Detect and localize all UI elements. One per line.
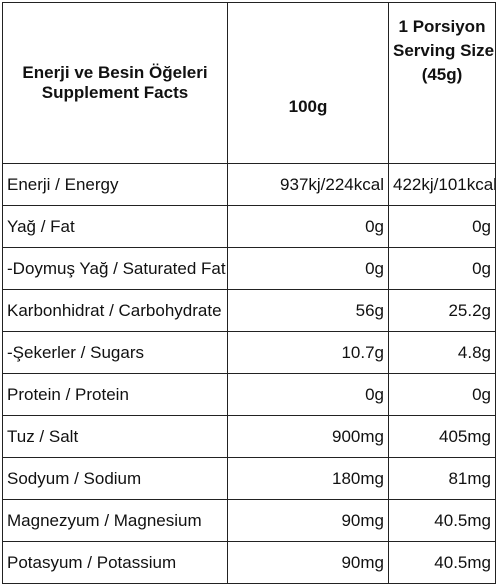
value-per-100g: 900mg [227, 415, 389, 458]
value-per-100g: 0g [227, 373, 389, 416]
table-row: Potasyum / Potassium 90mg 40.5mg [2, 541, 496, 584]
value-per-serving: 0g [388, 205, 496, 248]
header-serving-line3: (45g) [421, 65, 463, 84]
value-per-serving: 81mg [388, 457, 496, 500]
value-per-serving: 25.2g [388, 289, 496, 332]
table-row: Sodyum / Sodium 180mg 81mg [2, 457, 496, 500]
value-per-100g: 90mg [227, 541, 389, 584]
header-name-line1: Enerji ve Besin Öğeleri [22, 63, 208, 82]
nutrient-name: Yağ / Fat [2, 205, 228, 248]
header-nutrient-name: Enerji ve Besin Öğeleri Supplement Facts [2, 2, 228, 164]
value-per-serving: 422kj/101kcal [388, 163, 496, 206]
nutrient-name: Protein / Protein [2, 373, 228, 416]
nutrient-name: Karbonhidrat / Carbohydrate [2, 289, 228, 332]
value-per-100g: 10.7g [227, 331, 389, 374]
value-per-100g: 56g [227, 289, 389, 332]
table-row: Karbonhidrat / Carbohydrate 56g 25.2g [2, 289, 496, 332]
nutrient-name: Magnezyum / Magnesium [2, 499, 228, 542]
value-per-100g: 90mg [227, 499, 389, 542]
table-row: -Şekerler / Sugars 10.7g 4.8g [2, 331, 496, 374]
table-row: Protein / Protein 0g 0g [2, 373, 496, 416]
nutrient-name: Tuz / Salt [2, 415, 228, 458]
value-per-serving: 40.5mg [388, 499, 496, 542]
value-per-serving: 0g [388, 373, 496, 416]
value-per-100g: 180mg [227, 457, 389, 500]
table-header-row: Enerji ve Besin Öğeleri Supplement Facts… [2, 2, 496, 164]
header-name-line2: Supplement Facts [41, 83, 189, 102]
nutrient-name: -Şekerler / Sugars [2, 331, 228, 374]
table-row: Tuz / Salt 900mg 405mg [2, 415, 496, 458]
header-per-serving: 1 Porsiyon Serving Size (45g) [388, 2, 496, 164]
table-row: Yağ / Fat 0g 0g [2, 205, 496, 248]
nutrient-name: Enerji / Energy [2, 163, 228, 206]
table-row: -Doymuş Yağ / Saturated Fat 0g 0g [2, 247, 496, 290]
table-row: Magnezyum / Magnesium 90mg 40.5mg [2, 499, 496, 542]
value-per-100g: 0g [227, 247, 389, 290]
value-per-serving: 405mg [388, 415, 496, 458]
header-serving-line1: 1 Porsiyon [398, 17, 486, 36]
value-per-100g: 0g [227, 205, 389, 248]
table-row: Enerji / Energy 937kj/224kcal 422kj/101k… [2, 163, 496, 206]
header-per-100g: 100g [227, 2, 389, 164]
nutrient-name: Potasyum / Potassium [2, 541, 228, 584]
nutrient-name: Sodyum / Sodium [2, 457, 228, 500]
value-per-serving: 0g [388, 247, 496, 290]
value-per-serving: 4.8g [388, 331, 496, 374]
value-per-serving: 40.5mg [388, 541, 496, 584]
value-per-100g: 937kj/224kcal [227, 163, 389, 206]
nutrient-name: -Doymuş Yağ / Saturated Fat [2, 247, 228, 290]
header-serving-line2: Serving Size [393, 41, 495, 60]
